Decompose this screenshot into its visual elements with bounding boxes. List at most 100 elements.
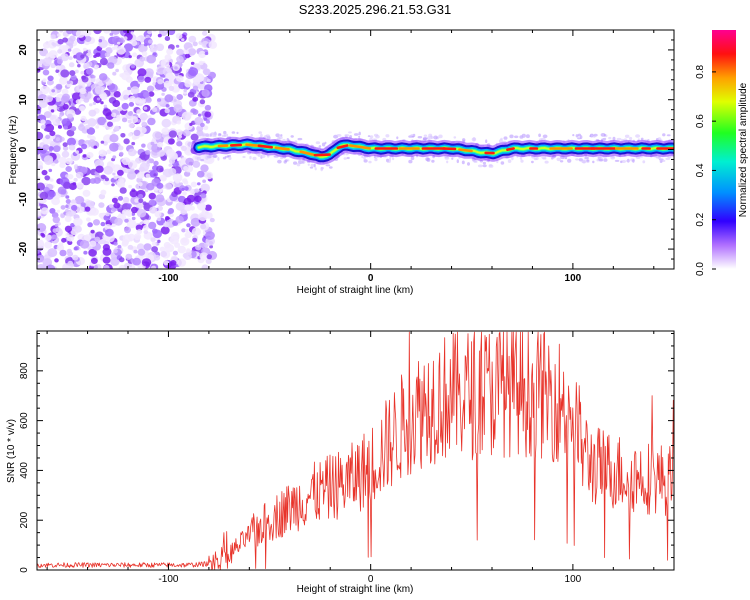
noise-speck [157, 79, 164, 85]
noise-speck [176, 140, 183, 147]
noise-speck [190, 133, 199, 141]
noise-speck [49, 178, 54, 182]
noise-speck [50, 109, 55, 113]
noise-speck [103, 165, 114, 175]
noise-speck [100, 157, 104, 161]
noise-speck [194, 195, 202, 203]
noise-speck [112, 71, 117, 76]
noise-speck [130, 116, 139, 124]
noise-speck [130, 86, 140, 95]
noise-speck [87, 139, 96, 147]
noise-speck [102, 256, 111, 264]
noise-speck [137, 75, 145, 83]
noise-speck [192, 160, 201, 168]
y-tick-label: 200 [19, 511, 30, 528]
noise-speck [70, 126, 77, 132]
noise-speck [75, 99, 82, 105]
noise-speck [145, 173, 151, 179]
noise-speck [55, 65, 61, 70]
noise-speck [198, 50, 207, 59]
noise-speck [109, 142, 119, 152]
noise-speck [58, 156, 67, 164]
halo-speck [500, 161, 505, 165]
halo-speck [280, 156, 284, 160]
noise-speck [184, 80, 192, 88]
noise-speck [103, 214, 111, 221]
halo-speck [361, 155, 364, 159]
halo-speck [610, 155, 616, 160]
noise-speck [130, 64, 136, 69]
noise-speck [150, 237, 156, 243]
noise-speck [67, 48, 72, 52]
halo-speck [507, 159, 512, 164]
noise-speck [80, 54, 85, 59]
halo-speck [368, 160, 372, 164]
noise-speck [161, 118, 172, 128]
y-tick-label: 800 [19, 362, 30, 379]
noise-speck [60, 205, 66, 210]
noise-speck [88, 248, 97, 257]
noise-speck [73, 217, 83, 227]
noise-speck [108, 203, 114, 208]
noise-speck [165, 104, 170, 108]
halo-speck [408, 159, 413, 164]
noise-speck [104, 52, 111, 58]
noise-speck [95, 165, 104, 173]
noise-speck [146, 85, 155, 93]
noise-speck [89, 103, 93, 107]
noise-speck [131, 216, 136, 221]
noise-speck [100, 140, 105, 144]
noise-speck [88, 109, 97, 117]
noise-speck [82, 189, 91, 197]
noise-speck [139, 112, 148, 121]
noise-speck [64, 215, 72, 223]
halo-speck [205, 155, 209, 160]
noise-speck [65, 166, 72, 172]
halo-speck [358, 135, 361, 138]
halo-speck [260, 154, 266, 159]
noise-speck [167, 30, 176, 36]
noise-speck [134, 198, 140, 203]
halo-speck [277, 159, 282, 164]
noise-speck [151, 241, 157, 247]
noise-speck [81, 143, 88, 150]
halo-speck [223, 133, 229, 137]
noise-speck [152, 107, 158, 113]
halo-speck [425, 157, 430, 162]
noise-speck [136, 208, 147, 218]
noise-speck [129, 189, 138, 198]
noise-speck [79, 105, 86, 112]
halo-speck [472, 160, 477, 163]
halo-speck [313, 163, 316, 168]
halo-speck [665, 157, 671, 161]
halo-speck [612, 136, 616, 141]
noise-speck [103, 104, 108, 108]
y-tick-label: 600 [19, 412, 30, 429]
noise-speck [45, 86, 50, 92]
noise-speck [105, 228, 114, 237]
noise-speck [196, 170, 205, 178]
noise-speck [131, 206, 138, 214]
noise-speck [105, 47, 113, 54]
halo-speck [564, 157, 568, 160]
noise-speck [178, 134, 183, 139]
noise-speck [44, 234, 52, 241]
noise-speck [145, 149, 151, 155]
noise-speck [168, 158, 176, 164]
halo-speck [296, 162, 301, 167]
noise-speck [93, 219, 100, 226]
noise-speck [67, 260, 74, 267]
halo-speck [358, 131, 361, 136]
halo-speck [307, 163, 310, 166]
noise-speck [164, 182, 173, 190]
noise-speck [176, 48, 184, 56]
noise-speck [113, 175, 118, 180]
noise-speck [142, 224, 149, 231]
halo-speck [498, 139, 503, 143]
noise-speck [113, 241, 118, 246]
noise-speck [107, 161, 114, 168]
halo-speck [556, 157, 561, 162]
y-tick-label: 400 [19, 462, 30, 479]
noise-speck [166, 149, 176, 158]
noise-speck [179, 182, 183, 186]
